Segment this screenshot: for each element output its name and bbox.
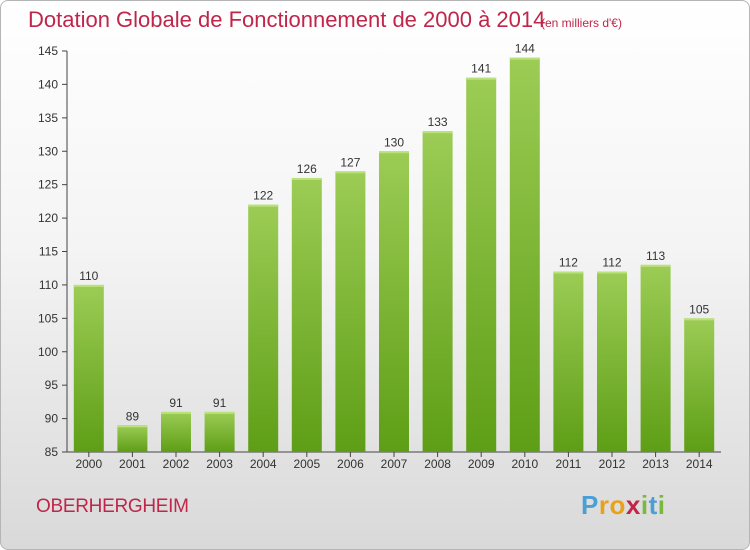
bar-2002 (161, 411, 191, 452)
bar-value-label: 112 (602, 256, 621, 270)
bar-value-label: 110 (79, 269, 98, 283)
x-tick-label: 2006 (337, 457, 364, 471)
y-tick-label: 90 (45, 412, 59, 426)
y-tick-label: 145 (38, 44, 58, 58)
bar-highlight (248, 204, 279, 207)
x-tick-label: 2011 (555, 457, 581, 471)
bar-value-label: 130 (384, 135, 404, 149)
chart-title: Dotation Globale de Fonctionnement de 20… (28, 7, 546, 32)
bar-highlight (553, 271, 584, 274)
x-tick-label: 2010 (511, 457, 538, 471)
bar-2011 (553, 271, 584, 452)
bar-highlight (335, 171, 366, 174)
bar-highlight (684, 318, 715, 321)
bar-2008 (422, 131, 453, 452)
logo-letter: i (640, 490, 649, 520)
bar-2009 (466, 77, 497, 452)
bar-2000 (73, 284, 104, 452)
x-tick-label: 2012 (599, 457, 626, 471)
bar-value-label: 91 (169, 396, 183, 410)
x-tick-label: 2000 (75, 457, 102, 471)
bar-value-label: 127 (340, 155, 360, 169)
bar-value-label: 133 (428, 115, 448, 129)
bar-2013 (640, 264, 671, 452)
bar-2012 (597, 271, 627, 452)
x-tick-label: 2003 (206, 457, 233, 471)
bar-highlight (161, 411, 191, 414)
bar-highlight (117, 425, 148, 428)
y-tick-label: 110 (39, 278, 58, 292)
town-name: OBERHERGHEIM (36, 496, 189, 517)
x-tick-label: 2001 (119, 457, 146, 471)
bar-highlight (73, 284, 104, 287)
bar-value-label: 91 (213, 396, 227, 410)
proxiti-logo: Proxiti (581, 490, 665, 521)
x-tick-label: 2007 (381, 457, 408, 471)
x-tick-label: 2014 (686, 457, 713, 471)
chart-subtitle: (en milliers d'€) (541, 16, 622, 30)
bar-highlight (466, 77, 497, 80)
bar-2004 (248, 204, 279, 452)
y-tick-label: 100 (38, 345, 58, 359)
bar-2007 (379, 151, 409, 452)
bar-value-label: 89 (126, 409, 140, 423)
x-tick-label: 2004 (250, 457, 277, 471)
y-tick-label: 115 (39, 245, 58, 259)
bar-highlight (597, 271, 627, 274)
bar-value-label: 144 (515, 42, 535, 56)
bar-value-label: 105 (689, 302, 709, 316)
y-tick-label: 105 (38, 311, 58, 325)
bar-value-label: 113 (646, 249, 665, 263)
x-tick-label: 2008 (424, 457, 451, 471)
logo-letter: P (581, 490, 599, 520)
y-tick-label: 85 (45, 445, 59, 459)
logo-letter: t (648, 490, 658, 520)
y-tick-label: 95 (45, 378, 59, 392)
bar-highlight (509, 57, 540, 60)
x-tick-label: 2009 (468, 457, 495, 471)
y-tick-label: 130 (38, 144, 58, 158)
bar-2006 (335, 171, 366, 453)
logo-letter: r (598, 490, 610, 520)
y-tick-label: 125 (38, 178, 58, 192)
logo-letter: x (625, 490, 641, 520)
bar-2005 (291, 177, 322, 452)
logo-letter: i (657, 490, 666, 520)
bar-value-label: 141 (471, 62, 491, 76)
y-tick-label: 120 (38, 211, 58, 225)
bar-2010 (509, 57, 540, 452)
bar-value-label: 126 (297, 162, 317, 176)
bar-highlight (379, 151, 409, 154)
bar-2003 (204, 411, 235, 452)
logo-letter: o (609, 490, 626, 520)
bar-2001 (117, 425, 148, 452)
bar-highlight (204, 411, 235, 414)
x-tick-label: 2005 (293, 457, 320, 471)
x-tick-label: 2013 (642, 457, 669, 471)
y-tick-label: 135 (38, 111, 58, 125)
bar-value-label: 122 (253, 189, 273, 203)
bar-2014 (684, 318, 715, 452)
bar-highlight (422, 131, 453, 134)
y-tick-label: 140 (38, 77, 58, 91)
x-tick-label: 2002 (163, 457, 190, 471)
bar-highlight (291, 177, 322, 180)
bar-value-label: 112 (559, 256, 578, 270)
bar-highlight (640, 264, 671, 267)
